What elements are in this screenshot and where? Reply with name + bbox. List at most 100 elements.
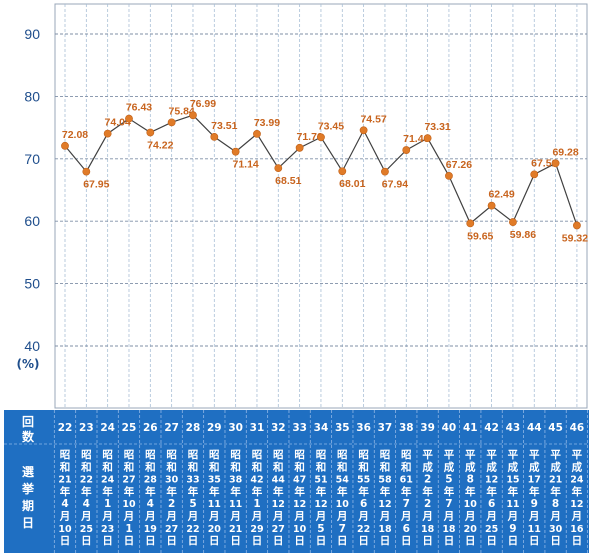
data-label: 73.45 xyxy=(318,120,344,132)
data-label: 59.65 xyxy=(467,230,493,242)
election-date-part: 24 xyxy=(101,475,115,486)
election-date-part: 29 xyxy=(250,524,263,535)
data-point xyxy=(295,143,304,152)
election-date-part: 昭 xyxy=(273,449,284,461)
election-date-part: 11 xyxy=(528,524,541,535)
election-date-part: 年 xyxy=(337,485,348,498)
data-point xyxy=(445,171,453,180)
data-label: 73.31 xyxy=(424,121,450,133)
election-date-part: 月 xyxy=(59,511,71,523)
election-date-part: 平 xyxy=(422,449,433,461)
election-date-part: 18 xyxy=(442,524,456,535)
election-date-part: 日 xyxy=(124,535,135,547)
round-number: 38 xyxy=(399,422,414,434)
election-date-part: 月 xyxy=(315,511,327,523)
election-date-part: 和 xyxy=(165,460,177,473)
data-point xyxy=(338,167,347,176)
election-date-part: 日 xyxy=(358,535,369,547)
election-date-part: 6 xyxy=(403,523,410,535)
election-date-part: 和 xyxy=(187,460,199,473)
election-date-part: 日 xyxy=(294,535,305,547)
election-date-part: 成 xyxy=(422,460,433,473)
data-label: 67.94 xyxy=(382,179,408,191)
data-label: 67.51 xyxy=(531,157,557,169)
election-date-part: 昭 xyxy=(358,449,369,461)
header-date-label-char: 期 xyxy=(22,498,34,513)
election-date-part: 33 xyxy=(186,475,199,486)
election-date-part: 11 xyxy=(506,499,519,510)
election-date-part: 昭 xyxy=(209,449,220,461)
round-number: 33 xyxy=(292,422,307,434)
data-point xyxy=(381,167,389,176)
round-number: 46 xyxy=(570,422,585,434)
header-date-label-char: 選 xyxy=(22,465,34,479)
election-date-part: 昭 xyxy=(294,449,305,461)
election-date-part: 21 xyxy=(58,475,71,486)
election-date-part: 年 xyxy=(486,485,497,498)
election-date-part: 平 xyxy=(465,449,476,461)
election-date-part: 21 xyxy=(229,524,242,535)
data-label: 59.32 xyxy=(562,232,588,244)
election-date-part: 年 xyxy=(401,485,412,498)
election-date-part: 年 xyxy=(252,485,263,498)
data-point xyxy=(274,164,283,172)
election-date-part: 年 xyxy=(145,485,156,498)
data-label: 62.49 xyxy=(488,189,514,201)
election-date-part: 昭 xyxy=(401,449,412,461)
y-tick-label: 60 xyxy=(24,213,40,229)
data-point xyxy=(573,221,581,230)
election-date-part: 年 xyxy=(422,485,433,498)
election-date-part: 10 xyxy=(293,524,307,535)
election-date-part: 日 xyxy=(230,535,241,547)
election-date-part: 月 xyxy=(400,511,412,523)
election-date-part: 平 xyxy=(444,449,455,461)
y-tick-label: 70 xyxy=(24,151,40,167)
election-date-part: 月 xyxy=(336,511,348,523)
election-date-part: 12 xyxy=(378,499,391,510)
round-number: 41 xyxy=(463,422,478,434)
round-number: 29 xyxy=(207,422,222,434)
election-date-part: 和 xyxy=(80,460,92,473)
election-date-part: 昭 xyxy=(81,449,92,461)
election-date-part: 1 xyxy=(104,498,111,510)
election-date-part: 20 xyxy=(208,524,222,535)
election-date-part: 和 xyxy=(144,460,156,473)
election-date-part: 昭 xyxy=(102,449,113,461)
election-date-part: 年 xyxy=(358,485,369,498)
election-date-part: 15 xyxy=(506,475,519,486)
election-date-part: 11 xyxy=(208,499,221,510)
election-date-part: 月 xyxy=(229,511,241,523)
round-number: 32 xyxy=(271,422,286,434)
election-date-part: 年 xyxy=(188,485,199,498)
election-date-part: 月 xyxy=(251,511,263,523)
election-date-part: 7 xyxy=(445,498,452,510)
y-tick-label: 50 xyxy=(24,276,40,292)
election-date-part: 日 xyxy=(486,535,497,547)
data-point xyxy=(551,159,560,168)
election-date-part: 11 xyxy=(229,499,242,510)
election-date-part: 日 xyxy=(81,535,92,547)
election-date-part: 年 xyxy=(102,485,113,498)
election-date-part: 日 xyxy=(166,535,177,547)
election-date-part: 昭 xyxy=(230,449,241,461)
election-date-part: 年 xyxy=(572,485,583,498)
election-date-part: 12 xyxy=(293,499,306,510)
data-label: 71.40 xyxy=(403,133,429,145)
election-date-part: 和 xyxy=(293,460,305,473)
election-date-part: 年 xyxy=(465,485,476,498)
election-date-part: 51 xyxy=(314,475,327,486)
election-date-part: 月 xyxy=(549,511,561,523)
election-date-part: 平 xyxy=(529,449,540,461)
election-date-part: 日 xyxy=(209,535,220,547)
data-point xyxy=(125,114,133,123)
round-number: 31 xyxy=(250,422,265,434)
election-date-part: 2 xyxy=(424,498,431,510)
data-point xyxy=(103,129,112,138)
election-date-part: 日 xyxy=(380,535,391,547)
election-date-part: 日 xyxy=(188,535,199,547)
y-tick-label: 80 xyxy=(24,88,40,104)
round-number: 26 xyxy=(143,422,158,434)
election-date-part: 日 xyxy=(252,535,263,547)
election-date-part: 月 xyxy=(165,511,177,523)
election-date-part: 月 xyxy=(464,511,476,523)
